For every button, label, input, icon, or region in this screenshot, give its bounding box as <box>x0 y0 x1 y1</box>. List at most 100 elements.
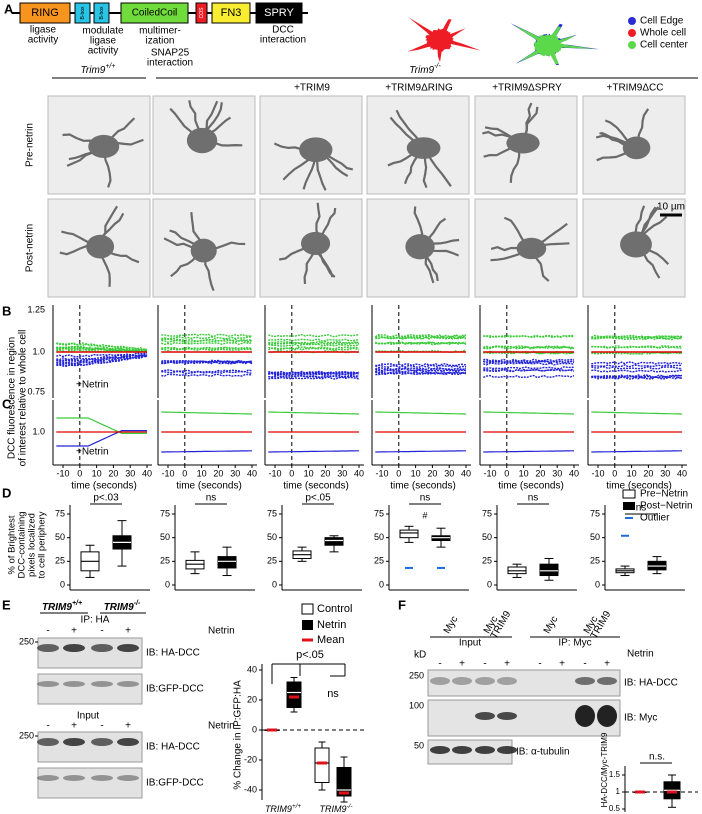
trace <box>56 345 148 352</box>
mw-marker: 250 <box>19 730 34 740</box>
legend-dot <box>628 29 636 37</box>
x-tick-label: 10 <box>197 468 207 478</box>
trace <box>161 359 253 364</box>
genotype: TRIM9+/+ <box>42 600 82 613</box>
x-tick-label: 0 <box>504 468 509 478</box>
x-tick-label: 20 <box>643 468 653 478</box>
y-tick-label: 25 <box>55 556 65 566</box>
axis-title: DCC fluorescence in region <box>7 337 18 459</box>
trace <box>591 361 683 365</box>
x-tick-label: 30 <box>444 468 454 478</box>
cell-body <box>300 231 331 256</box>
trace <box>268 370 360 375</box>
trace <box>483 366 575 370</box>
row-label: Pre-netrin <box>25 123 36 167</box>
condition-label: +TRIM9ΔSPRY <box>492 83 562 94</box>
y-tick-label: 25 <box>267 556 277 566</box>
trace <box>268 411 359 415</box>
gene: Trim9 <box>409 65 434 76</box>
trace <box>591 366 683 370</box>
y-tick-label: 50 <box>267 532 277 542</box>
function-note: activity <box>88 46 119 57</box>
domain <box>195 2 208 24</box>
condition-label: +TRIM9ΔCC <box>607 83 664 94</box>
band <box>37 738 59 746</box>
y-tick-label: 1 <box>616 787 621 796</box>
legend-swatch <box>301 603 314 615</box>
legend-label: Netrin <box>317 619 346 631</box>
legend-dot <box>628 41 636 49</box>
trace <box>591 345 683 349</box>
allele: +/+ <box>72 600 82 607</box>
trace <box>56 354 148 365</box>
axis-title: time (seconds) <box>176 481 242 492</box>
axis-title: % of Brightest <box>7 515 18 574</box>
x-tick-label: -10 <box>591 468 604 478</box>
x-tick-label: 40 <box>677 468 687 478</box>
sample-label: Myc <box>442 614 461 635</box>
box <box>314 747 330 783</box>
trace <box>56 355 148 367</box>
trace <box>591 376 683 380</box>
trace <box>56 352 148 361</box>
domain <box>255 2 303 24</box>
legend-label: Cell Edge <box>640 16 684 27</box>
band <box>497 677 517 685</box>
trace <box>590 334 683 339</box>
trace <box>375 367 467 372</box>
band <box>63 775 85 781</box>
band <box>63 738 85 746</box>
y-tick-label: 0.75 <box>27 386 45 396</box>
panel-letter: B <box>2 303 11 318</box>
y-tick-label: 50 <box>55 532 65 542</box>
box <box>539 563 559 577</box>
function-note: multimer- <box>139 26 181 37</box>
trace <box>268 340 360 345</box>
x-tick-label: 40 <box>247 468 257 478</box>
allele: -/- <box>134 600 141 607</box>
marker: # <box>422 510 427 520</box>
blot-label: IB:GFP-DCC <box>146 684 204 695</box>
mw-marker: 250 <box>409 670 424 680</box>
x-tick-label: 30 <box>337 468 347 478</box>
gene: TRIM9 <box>265 804 292 814</box>
x-tick-label: 20 <box>427 468 437 478</box>
cell-body <box>86 234 115 259</box>
trace <box>161 339 253 344</box>
significance: p<.03 <box>93 493 119 504</box>
x-tick-label: 40 <box>569 468 579 478</box>
x-tick-label: 0 <box>396 468 401 478</box>
trace <box>56 352 148 358</box>
significance: p<.05 <box>296 649 324 661</box>
trace <box>56 354 148 362</box>
x-tick-label: 10 <box>519 468 529 478</box>
trace <box>375 364 467 369</box>
axis-title: time (seconds) <box>390 481 456 492</box>
trace <box>268 343 360 347</box>
axis-title: time (seconds) <box>283 481 349 492</box>
y-tick-label: 1.5 <box>609 770 621 779</box>
trace <box>375 341 467 346</box>
annotation: +Netrin <box>76 380 109 391</box>
legend-label: Mean <box>317 634 345 646</box>
y-tick-label: 25 <box>160 556 170 566</box>
y-tick-label: 75 <box>160 508 170 518</box>
allele: -/- <box>347 803 353 810</box>
trace <box>483 360 575 364</box>
function-note: interaction <box>260 35 306 46</box>
trace <box>268 338 360 342</box>
genotype: TRIM9-/- <box>104 600 141 613</box>
group-label: IP: Myc <box>558 638 591 649</box>
significance: ns <box>528 493 539 504</box>
axis-title: % Change in IP:GFP:HA <box>233 680 244 790</box>
annotation: +Netrin <box>76 447 109 458</box>
trace <box>483 450 574 453</box>
unit-label: kD <box>414 650 426 661</box>
x-tick-label: 10 <box>304 468 314 478</box>
band <box>91 681 113 687</box>
trace <box>56 347 148 353</box>
band <box>597 677 617 685</box>
trace <box>161 336 253 340</box>
cell-body <box>405 234 435 260</box>
